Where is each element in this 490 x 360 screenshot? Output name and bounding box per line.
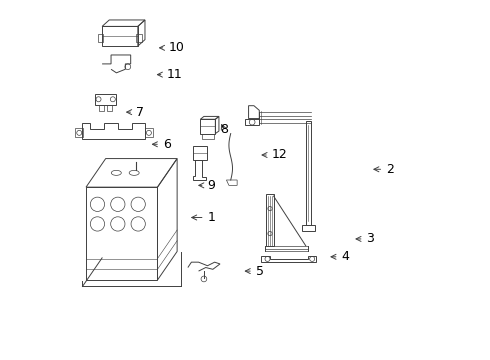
- Text: 5: 5: [245, 265, 264, 278]
- Bar: [136, 33, 142, 42]
- Text: 11: 11: [157, 68, 182, 81]
- Bar: [102, 26, 138, 46]
- Text: 1: 1: [192, 211, 216, 224]
- Bar: [75, 128, 83, 137]
- Text: 9: 9: [199, 179, 216, 192]
- Bar: [98, 105, 104, 111]
- Bar: [107, 105, 113, 111]
- Text: 2: 2: [374, 163, 394, 176]
- Bar: [145, 128, 153, 137]
- Bar: [200, 119, 215, 134]
- Text: 4: 4: [331, 250, 349, 263]
- Text: 10: 10: [160, 41, 184, 54]
- Text: 12: 12: [262, 148, 288, 162]
- Text: 7: 7: [127, 105, 144, 119]
- Bar: [95, 94, 117, 105]
- Bar: [193, 146, 207, 160]
- Text: 3: 3: [356, 233, 374, 246]
- Text: 8: 8: [220, 123, 228, 136]
- Text: 6: 6: [152, 138, 171, 151]
- Bar: [98, 33, 103, 42]
- Bar: [306, 121, 311, 225]
